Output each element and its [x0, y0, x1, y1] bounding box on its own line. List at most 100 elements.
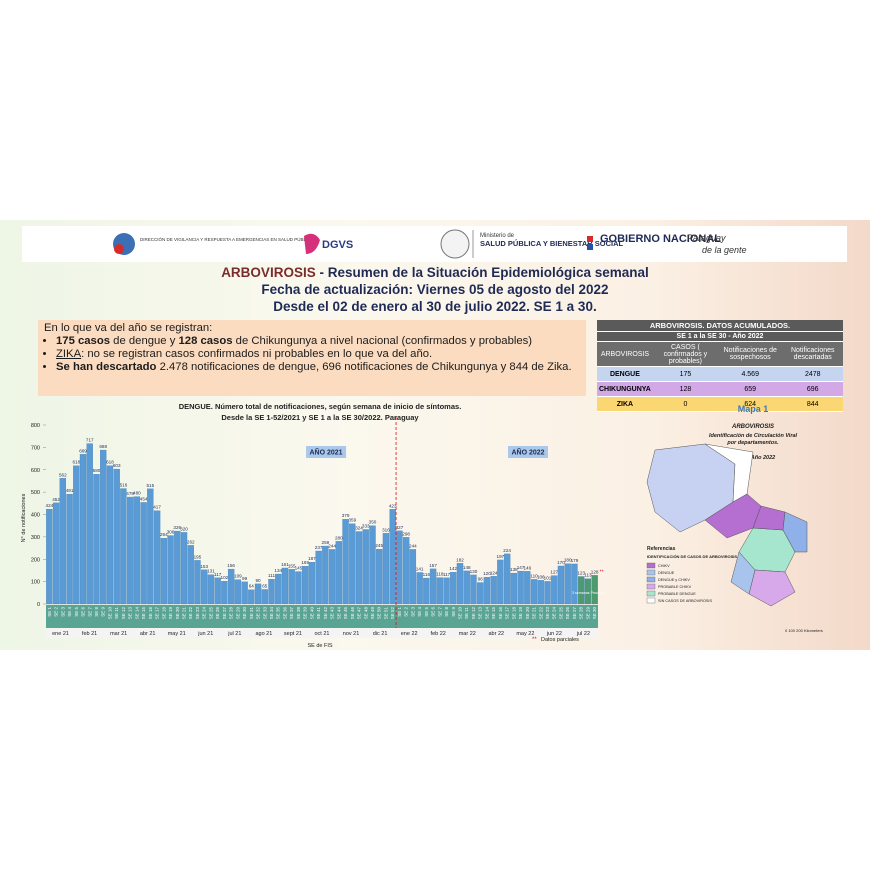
table-row: ARBOVIROSIS. DATOS ACUMULADOS. [597, 320, 843, 332]
data-label: 169 [301, 560, 309, 565]
x-tick-label: SE 25 [208, 607, 213, 620]
table-cell: 128 [652, 381, 718, 397]
table-cell: CHIKUNGUNYA [597, 381, 653, 397]
y-tick-label: 100 [31, 580, 40, 586]
title-prefix: ARBOVIROSIS [221, 265, 316, 280]
legend-label: PROBABLE CHIKV [658, 585, 692, 589]
series-label: AÑO 2022 [511, 448, 544, 457]
table-cell: 696 [782, 381, 843, 397]
map-legend: Referencias IDENTIFICACIÓN DE CASOS DE A… [646, 546, 737, 604]
summary-text: : no se registran casos confirmados ni p… [81, 348, 433, 360]
data-label: 316 [382, 527, 390, 532]
map-scale: 0 100 200 Kilometers [785, 628, 823, 633]
bar [463, 570, 470, 605]
month-label: feb 21 [82, 631, 97, 637]
data-label: 478 [126, 491, 134, 496]
data-label: 179 [571, 558, 579, 563]
x-tick-label: SE 23 [545, 607, 550, 620]
bar [194, 560, 201, 605]
data-label: 145 [295, 566, 303, 571]
bar [207, 574, 215, 605]
data-label: 127 [550, 570, 558, 575]
bar [66, 493, 73, 605]
bar [106, 465, 114, 605]
x-tick-label: SE 9 [101, 607, 106, 617]
data-label: 64 [249, 584, 255, 589]
month-label: jul 21 [227, 631, 241, 637]
bar [100, 449, 107, 605]
summary-text: 2.478 notificaciones de dengue, 696 noti… [156, 361, 572, 373]
x-tick-label: SE 16 [498, 607, 503, 620]
x-tick-label: SE 27 [572, 607, 577, 620]
bar [349, 523, 356, 605]
legend-swatch [646, 562, 656, 569]
x-tick-label: SE 36 [282, 607, 287, 620]
x-tick-label: SE 28 [579, 607, 584, 620]
summary-item: 175 casos de dengue y 128 casos de Chiku… [56, 335, 580, 348]
logo-icon [114, 244, 124, 254]
legend-label: SIN CASOS DE ARBOVIROSIS [658, 599, 712, 603]
x-tick-label: SE 26 [215, 607, 220, 620]
x-tick-label: SE 29 [235, 607, 240, 620]
data-label: 90 [255, 578, 261, 583]
bar [308, 562, 316, 605]
table-cell: 659 [717, 381, 783, 397]
x-tick-label: SE 47 [357, 607, 362, 620]
x-tick-label: SE 48 [363, 607, 368, 620]
data-label: 195 [194, 554, 202, 559]
data-label: 117 [214, 572, 222, 577]
column-header: ARBOVIROSIS [597, 341, 653, 367]
y-tick-label: 800 [31, 423, 40, 429]
bar [241, 581, 248, 605]
x-tick-label: SE 45 [343, 607, 348, 620]
bar [315, 550, 322, 605]
logo-text: Paraguay [687, 233, 726, 243]
table-cell: 0 [652, 396, 718, 412]
table-row: ARBOVIROSIS CASOS ( confirmados y probabl… [597, 341, 843, 367]
data-label: 111 [268, 573, 275, 578]
region [748, 569, 796, 607]
legend-swatch [646, 569, 656, 576]
x-tick-label: SE 5 [424, 607, 429, 617]
title-main: - Resumen de la Situación Epidemiológica… [315, 265, 649, 280]
table-cell: 2478 [782, 366, 843, 382]
x-tick-label: SE 7 [87, 607, 92, 617]
x-tick-label: SE 6 [81, 607, 86, 617]
map-title: Mapa 1 [738, 404, 769, 414]
x-tick-label: SE 10 [107, 607, 112, 620]
column-header: Notificaciones descartadas [782, 341, 843, 367]
bar [153, 510, 161, 605]
data-label: 717 [86, 438, 94, 443]
logo-icon [587, 244, 593, 250]
x-tick-label: SE 15 [141, 607, 146, 620]
bar [342, 519, 349, 605]
x-tick-label: SE 2 [54, 607, 59, 617]
data-label: 298 [402, 531, 410, 536]
bar [261, 589, 268, 605]
summary-text: de dengue y [110, 335, 179, 347]
x-tick-label: SE 24 [552, 607, 557, 620]
x-tick-label: SE 34 [269, 607, 274, 620]
data-label: 155 [288, 563, 296, 568]
data-label: 130 [470, 569, 478, 574]
data-table: ARBOVIROSIS. DATOS ACUMULADOS. SE 1 a la … [597, 320, 843, 412]
bar [234, 579, 242, 605]
data-label: 65 [262, 583, 268, 588]
month-label: feb 22 [431, 631, 446, 637]
data-label: 324 [355, 526, 363, 531]
table-cell: 175 [652, 366, 718, 382]
x-tick-label: SE 4 [417, 607, 422, 617]
data-label: 515 [147, 483, 155, 488]
x-tick-label: SE 18 [161, 607, 166, 620]
legend-swatch [646, 597, 656, 604]
x-tick-label: SE 39 [303, 607, 308, 620]
x-tick-label: SE 20 [525, 607, 530, 620]
table-cell: 844 [782, 396, 843, 412]
bar [328, 549, 336, 605]
x-tick-label: SE 19 [168, 607, 173, 620]
data-label: 424 [46, 503, 54, 508]
x-tick-label: SE 14 [134, 607, 139, 620]
bar [167, 535, 174, 605]
data-label: 327 [396, 525, 404, 530]
x-tick-label: SE 13 [478, 607, 483, 620]
